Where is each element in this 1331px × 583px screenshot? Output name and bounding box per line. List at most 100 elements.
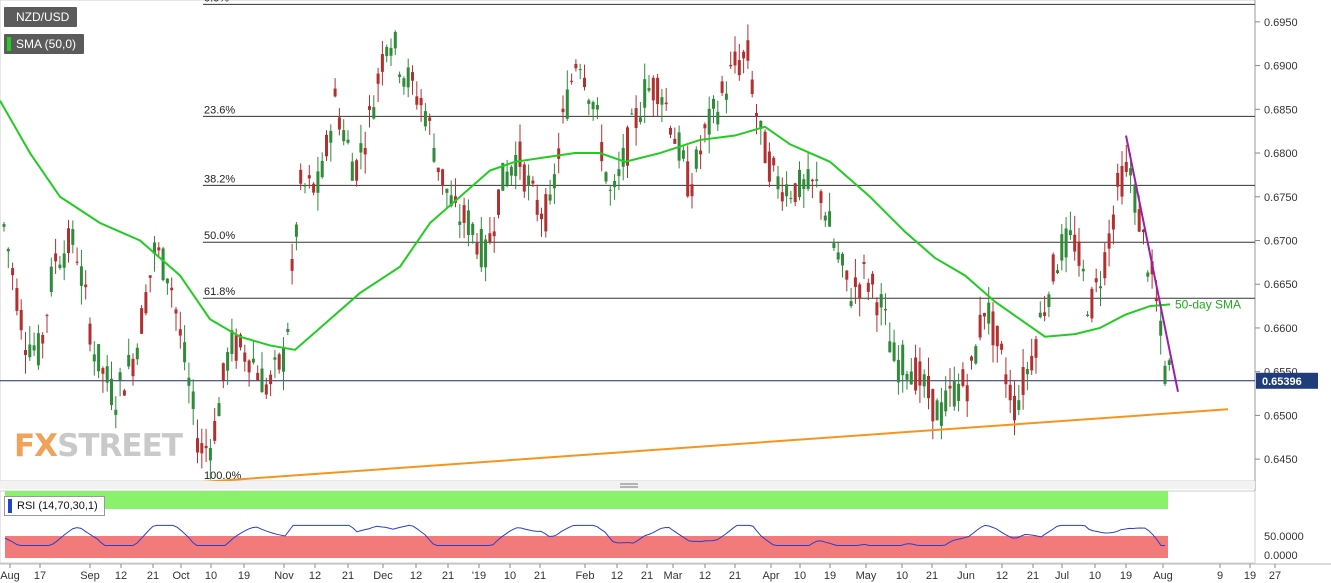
candle-body [1000, 343, 1004, 350]
price-tick-label: 0.6850 [1264, 104, 1298, 116]
candle-body [441, 169, 445, 186]
price-plot-area [0, 0, 1256, 482]
candle-body [948, 385, 952, 389]
candle-body [303, 185, 307, 187]
candle-body [54, 253, 58, 262]
candle-body [669, 127, 672, 135]
candle-body [664, 102, 668, 105]
candle-body [24, 350, 27, 355]
time-tick-label: 17 [34, 570, 46, 582]
candle-body [866, 282, 870, 292]
candle-body [789, 198, 793, 200]
candle-body [449, 195, 453, 206]
candle-body [712, 98, 715, 109]
candle-body [484, 239, 488, 268]
candle-body [337, 117, 341, 130]
candle-body [92, 354, 96, 362]
candle-body [1025, 369, 1029, 375]
candle-body [707, 108, 711, 135]
candle-body [699, 150, 703, 155]
time-tick-label: 10 [504, 570, 516, 582]
candle-body [264, 384, 268, 395]
candle-body [174, 309, 178, 314]
candle-body [587, 100, 591, 104]
time-tick-label: Aug [0, 570, 20, 582]
candle-body [931, 389, 935, 422]
fxstreet-logo: FXSTREET [14, 428, 183, 464]
candle-body [234, 335, 238, 361]
candle-body [372, 107, 376, 119]
candle-body [84, 284, 88, 288]
candle-body [1142, 229, 1145, 233]
candle-body [991, 311, 995, 346]
candle-body [62, 253, 66, 268]
candle-body [1030, 355, 1034, 371]
time-tick-label: Oct [172, 570, 189, 582]
candle-body [600, 142, 604, 162]
candle-body [191, 391, 195, 409]
candle-body [970, 356, 973, 361]
candle-body [815, 179, 819, 181]
time-tick-label: 21 [534, 570, 546, 582]
resistance-trendline [1125, 135, 1179, 392]
candle-body [1086, 314, 1090, 316]
rsi-tick-label: 0.0000 [1264, 550, 1298, 562]
candle-body [1038, 312, 1042, 318]
candle-body [402, 78, 406, 87]
candle-body [398, 74, 402, 77]
candle-body [544, 194, 548, 232]
candle-body [823, 215, 827, 221]
candle-body [247, 360, 251, 373]
fib-level-label: 61.8% [204, 286, 235, 298]
candle-body [957, 383, 961, 401]
candle-body [492, 231, 496, 237]
candle-body [974, 346, 978, 364]
candle-body [299, 169, 303, 184]
candle-body [471, 223, 475, 236]
candle-body [531, 180, 535, 184]
candle-body [651, 77, 655, 101]
candle-body [1047, 294, 1051, 307]
candle-body [290, 259, 294, 271]
candle-body [621, 147, 625, 167]
candle-body [140, 308, 144, 334]
candle-body [359, 143, 363, 153]
candle-body [251, 358, 255, 363]
candle-body [282, 348, 285, 372]
candle-body [686, 161, 690, 197]
rsi-label: RSI (14,70,30,1) [4, 496, 105, 516]
candle-body [703, 124, 707, 129]
candle-body [118, 372, 122, 381]
candle-body [608, 189, 612, 191]
time-tick-label: 12 [611, 570, 623, 582]
candle-body [896, 359, 900, 383]
time-tick-label: 21 [442, 570, 454, 582]
candle-body [995, 325, 999, 347]
candle-body [1107, 233, 1111, 249]
candle-body [28, 344, 32, 358]
candle-body [432, 147, 436, 162]
time-tick-label: 10 [1089, 570, 1101, 582]
candle-body [785, 184, 789, 197]
rsi-line [4, 524, 1165, 546]
candle-body [772, 157, 776, 166]
time-tick-label: Sep [80, 570, 100, 582]
candle-body [1146, 272, 1150, 277]
candle-body [570, 80, 574, 82]
candle-body [221, 363, 225, 381]
candle-body [127, 354, 131, 367]
candle-body [1111, 214, 1115, 230]
candle-body [501, 162, 505, 191]
candle-body [729, 64, 733, 67]
candle-body [681, 150, 685, 159]
candle-body [423, 111, 427, 127]
candle-body [746, 40, 750, 61]
candle-body [475, 243, 479, 255]
candle-body [634, 108, 638, 128]
fib-level-label: 50.0% [204, 230, 235, 242]
candle-body [105, 366, 109, 383]
candle-body [828, 211, 832, 227]
rsi-overbought-zone [5, 491, 1168, 509]
candle-body [411, 72, 414, 81]
